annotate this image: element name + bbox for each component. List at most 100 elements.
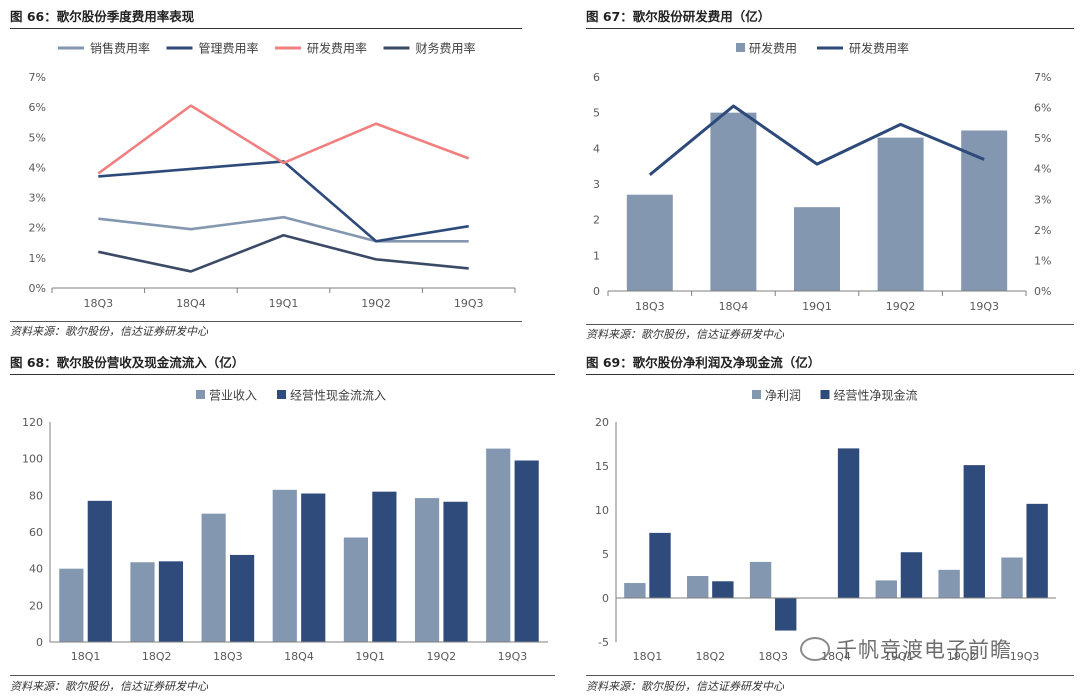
fig69-top-rule xyxy=(586,374,1074,375)
p69-bar-1-1 xyxy=(712,581,734,598)
p68-legend-label-1: 经营性现金流流入 xyxy=(290,388,386,403)
fig67-bar-4 xyxy=(961,130,1008,291)
fig67-y2tick-5: 5% xyxy=(1034,132,1051,145)
fig66-source: 资料来源：歌尔股份，信达证券研发中心 xyxy=(10,325,208,338)
p68-bar-1-0 xyxy=(87,500,112,642)
p68-bar-0-6 xyxy=(486,448,511,642)
p68-ytick-1: 20 xyxy=(29,599,43,612)
p68-xtick-2: 18Q3 xyxy=(213,650,243,663)
fig67-legend-label-0: 研发费用 xyxy=(749,41,797,56)
p68-legend-label-0: 营业收入 xyxy=(209,389,257,403)
fig67-legend-label-1: 研发费用率 xyxy=(849,41,909,56)
fig67-y2tick-0: 0% xyxy=(1034,285,1051,298)
p69-bar-1-5 xyxy=(963,465,985,598)
p69-ytick-4: 15 xyxy=(595,460,609,473)
fig67-ytick-2: 2 xyxy=(593,214,600,227)
fig67-bottom-rule xyxy=(586,324,1074,325)
fig66-series-line-3 xyxy=(98,233,469,273)
p69-bar-0-6 xyxy=(1001,557,1023,598)
fig66-ytick-0: 0% xyxy=(29,282,46,295)
fig67-ytick-4: 4 xyxy=(593,142,600,155)
fig66-ytick-1: 1% xyxy=(29,252,46,265)
p69-legend-label-1: 经营性净现金流 xyxy=(834,388,918,403)
fig66-legend-label-2: 研发费用率 xyxy=(307,41,367,56)
fig68-source: 资料来源：歌尔股份，信达证券研发中心 xyxy=(10,680,208,693)
fig67-xtick-0: 18Q3 xyxy=(635,300,665,313)
panel-fig66: 图 66：歌尔股份季度费用率表现 0% 1% 2% 3% 4% 5% 6% 7% 18Q3 18Q… xyxy=(10,6,522,346)
fig66-xtick-1: 18Q4 xyxy=(176,297,206,310)
p68-bar-0-5 xyxy=(414,498,440,642)
p68-ytick-3: 60 xyxy=(29,526,43,539)
p68-bar-1-1 xyxy=(158,561,184,642)
p68-ytick-6: 120 xyxy=(22,416,43,429)
fig67-y2tick-1: 1% xyxy=(1034,254,1051,267)
fig68-title: 图 68：歌尔股份营收及现金流流入（亿） xyxy=(10,355,245,370)
p68-xtick-6: 19Q3 xyxy=(498,650,528,663)
fig66-ytick-4: 4% xyxy=(29,161,46,174)
fig69-source: 资料来源：歌尔股份，信达证券研发中心 xyxy=(586,680,784,693)
p68-bar-1-5 xyxy=(443,501,468,642)
p69-bar-0-5 xyxy=(938,569,960,598)
fig67-xtick-1: 18Q4 xyxy=(719,300,749,313)
fig67-top-rule xyxy=(586,28,1074,29)
fig66-ytick-3: 3% xyxy=(29,192,46,205)
fig66-legend-label-0: 销售费用率 xyxy=(90,41,150,56)
panel-fig69: 图 69：歌尔股份净利润及净现金流（亿） -5 0 5 10 15 20 18Q1 18Q2 1… xyxy=(586,352,1074,696)
fig66-xtick-0: 18Q3 xyxy=(83,297,113,310)
p68-xtick-1: 18Q2 xyxy=(142,650,172,663)
p69-bar-1-2 xyxy=(775,598,797,631)
fig66-ytick-6: 6% xyxy=(29,101,46,114)
p68-ytick-5: 100 xyxy=(22,453,43,466)
p68-bar-0-3 xyxy=(272,489,297,642)
fig67-y2tick-6: 6% xyxy=(1034,102,1051,115)
panel-fig68: 图 68：歌尔股份营收及现金流流入（亿） 0 20 40 60 80 100 120 18Q1… xyxy=(10,352,555,696)
fig67-ytick-3: 3 xyxy=(593,178,600,191)
p69-bar-0-2 xyxy=(749,561,772,598)
p68-xtick-4: 19Q1 xyxy=(355,650,385,663)
fig67-xtick-2: 19Q1 xyxy=(802,300,832,313)
p69-xtick-0: 18Q1 xyxy=(633,650,663,663)
fig66-series-line-1 xyxy=(98,160,469,243)
fig66-series-line-2 xyxy=(97,104,470,175)
p69-ytick-5: 20 xyxy=(595,416,609,429)
fig67-xtick-3: 19Q2 xyxy=(886,300,916,313)
fig67-bar-1 xyxy=(710,112,757,292)
fig66-ytick-5: 5% xyxy=(29,131,46,144)
fig67-bar-3 xyxy=(877,137,924,291)
fig69-bottom-rule xyxy=(586,675,1074,676)
fig66-bottom-rule xyxy=(10,321,522,322)
fig67-y2tick-3: 3% xyxy=(1034,193,1051,206)
fig67-y2tick-2: 2% xyxy=(1034,224,1051,237)
p69-xtick-2: 18Q3 xyxy=(758,650,788,663)
watermark: 千帆竞渡电子前瞻 xyxy=(800,634,1012,664)
fig67-title: 图 67：歌尔股份研发费用（亿） xyxy=(586,9,771,24)
fig66-xtick-3: 19Q2 xyxy=(361,297,391,310)
fig67-ytick-5: 5 xyxy=(593,107,600,120)
p69-legend-label-0: 净利润 xyxy=(765,389,801,403)
watermark-text: 千帆竞渡电子前瞻 xyxy=(836,638,1012,662)
fig66-ytick-7: 7% xyxy=(29,71,46,84)
p69-xtick-4: 19Q1 xyxy=(884,650,914,663)
p68-ytick-4: 80 xyxy=(29,489,43,502)
fig67-y2tick-4: 4% xyxy=(1034,163,1051,176)
p69-xtick-6: 19Q3 xyxy=(1010,650,1040,663)
p69-ytick-3: 10 xyxy=(595,504,609,517)
p68-bar-0-1 xyxy=(130,562,155,642)
fig66-legend-label-1: 管理费用率 xyxy=(199,41,259,56)
p69-bar-0-4 xyxy=(875,580,897,598)
fig67-ytick-1: 1 xyxy=(593,249,600,262)
fig66-xtick-2: 19Q1 xyxy=(269,297,299,310)
p69-ytick-0: -5 xyxy=(598,636,609,649)
fig66-xtick-4: 19Q3 xyxy=(454,297,484,310)
fig66-chart: 0% 1% 2% 3% 4% 5% 6% 7% 18Q3 18Q4 19Q1 19Q2 19Q3 销售费用… xyxy=(29,41,516,310)
p68-bar-0-4 xyxy=(343,537,369,642)
p69-legend-swatch-1 xyxy=(820,390,830,399)
panel-fig67: 图 67：歌尔股份研发费用（亿） 0 1 2 3 4 5 6 0% 1% 2% 3% 4% 5% 6% 7%… xyxy=(586,6,1074,346)
p69-bar-1-6 xyxy=(1026,503,1048,598)
p69-bar-1-3 xyxy=(837,448,860,598)
fig66-title: 图 66：歌尔股份季度费用率表现 xyxy=(10,9,195,24)
wechat-icon xyxy=(800,637,830,661)
p68-xtick-3: 18Q4 xyxy=(284,650,314,663)
fig67-rate-line xyxy=(648,104,985,176)
